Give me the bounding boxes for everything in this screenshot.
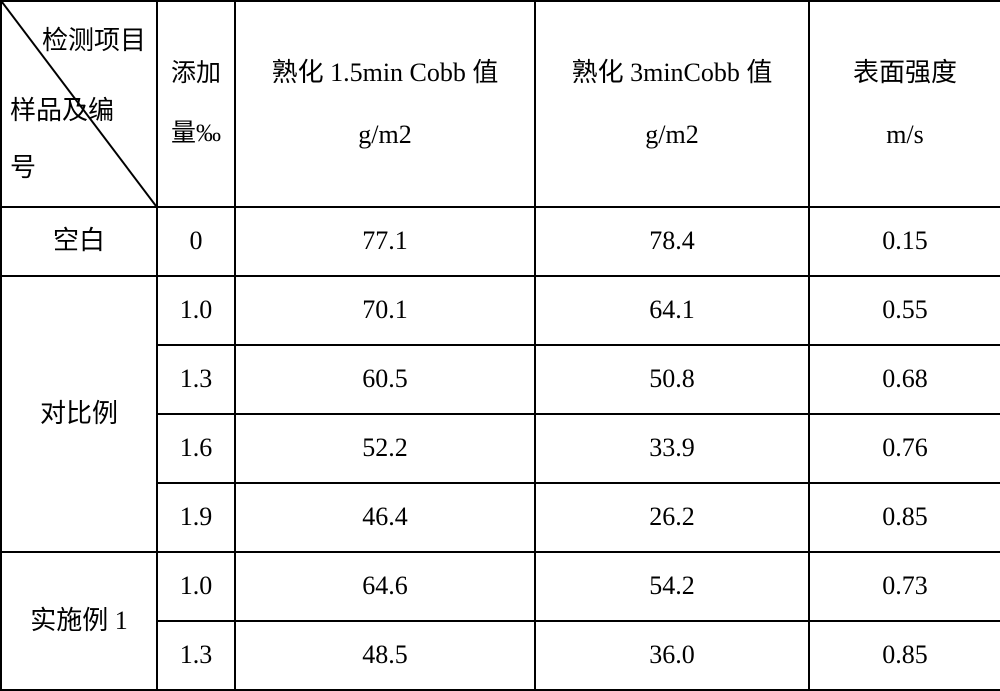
cobb15-cell: 48.5: [235, 621, 535, 690]
amount-cell: 1.3: [157, 621, 235, 690]
cobb15-cell: 77.1: [235, 207, 535, 276]
amount-cell: 1.0: [157, 552, 235, 621]
header-top-label: 检测项目: [42, 12, 146, 69]
amount-cell: 0: [157, 207, 235, 276]
cobb3-cell: 64.1: [535, 276, 809, 345]
strength-cell: 0.76: [809, 414, 1000, 483]
cobb15-cell: 60.5: [235, 345, 535, 414]
amount-cell: 1.3: [157, 345, 235, 414]
header-strength: 表面强度m/s: [809, 1, 1000, 207]
strength-cell: 0.85: [809, 483, 1000, 552]
cobb3-cell: 78.4: [535, 207, 809, 276]
sample-cell-blank: 空白: [1, 207, 157, 276]
table-row: 实施例 1 1.0 64.6 54.2 0.73: [1, 552, 1000, 621]
header-amount: 添加量‰: [157, 1, 235, 207]
data-table-container: 检测项目 样品及编号 添加量‰ 熟化 1.5min Cobb 值g/m2 熟化 …: [0, 0, 1000, 690]
cobb3-cell: 26.2: [535, 483, 809, 552]
strength-cell: 0.85: [809, 621, 1000, 690]
cobb3-cell: 50.8: [535, 345, 809, 414]
strength-cell: 0.55: [809, 276, 1000, 345]
table-row: 空白 0 77.1 78.4 0.15: [1, 207, 1000, 276]
cobb15-cell: 64.6: [235, 552, 535, 621]
header-bottom-label: 样品及编号: [10, 82, 114, 196]
strength-cell: 0.68: [809, 345, 1000, 414]
cobb3-cell: 36.0: [535, 621, 809, 690]
cobb3-cell: 54.2: [535, 552, 809, 621]
amount-cell: 1.0: [157, 276, 235, 345]
cobb3-cell: 33.9: [535, 414, 809, 483]
cobb15-cell: 70.1: [235, 276, 535, 345]
data-table: 检测项目 样品及编号 添加量‰ 熟化 1.5min Cobb 值g/m2 熟化 …: [0, 0, 1000, 691]
amount-cell: 1.9: [157, 483, 235, 552]
strength-cell: 0.15: [809, 207, 1000, 276]
header-cobb-1-5: 熟化 1.5min Cobb 值g/m2: [235, 1, 535, 207]
table-row: 对比例 1.0 70.1 64.1 0.55: [1, 276, 1000, 345]
amount-cell: 1.6: [157, 414, 235, 483]
sample-cell-example1: 实施例 1: [1, 552, 157, 690]
header-cobb-3: 熟化 3minCobb 值g/m2: [535, 1, 809, 207]
header-sample-diagonal: 检测项目 样品及编号: [1, 1, 157, 207]
strength-cell: 0.73: [809, 552, 1000, 621]
header-row: 检测项目 样品及编号 添加量‰ 熟化 1.5min Cobb 值g/m2 熟化 …: [1, 1, 1000, 207]
cobb15-cell: 52.2: [235, 414, 535, 483]
sample-cell-compare: 对比例: [1, 276, 157, 552]
cobb15-cell: 46.4: [235, 483, 535, 552]
